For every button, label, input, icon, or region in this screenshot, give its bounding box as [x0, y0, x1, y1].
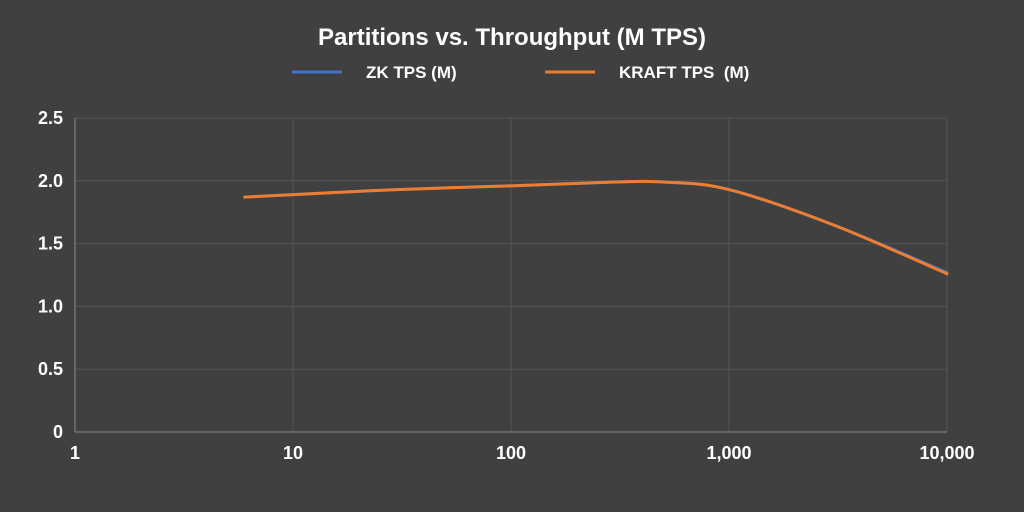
- series: [243, 179, 949, 276]
- legend-label-zk: ZK TPS (M): [366, 63, 457, 82]
- series-line-kraft: [243, 179, 949, 276]
- gridlines: [74, 117, 948, 432]
- y-tick-label: 1.5: [38, 234, 63, 254]
- axes: 0 0.5 1.0 1.5 2.0 2.5 1 10 100 1,000 10,000: [38, 108, 975, 463]
- x-tick-label: 1,000: [706, 443, 751, 463]
- x-tick-label: 10: [283, 443, 303, 463]
- y-tick-label: 0: [53, 422, 63, 442]
- y-tick-label: 2.0: [38, 171, 63, 191]
- legend-label-kraft: KRAFT TPS (M): [619, 63, 749, 82]
- x-tick-label: 10,000: [919, 443, 974, 463]
- y-tick-label: 0.5: [38, 359, 63, 379]
- legend: ZK TPS (M) KRAFT TPS (M): [292, 63, 749, 82]
- y-tick-label: 1.0: [38, 296, 63, 316]
- x-tick-label: 100: [496, 443, 526, 463]
- y-tick-label: 2.5: [38, 108, 63, 128]
- chart-title: Partitions vs. Throughput (M TPS): [318, 24, 706, 51]
- x-tick-label: 1: [70, 443, 80, 463]
